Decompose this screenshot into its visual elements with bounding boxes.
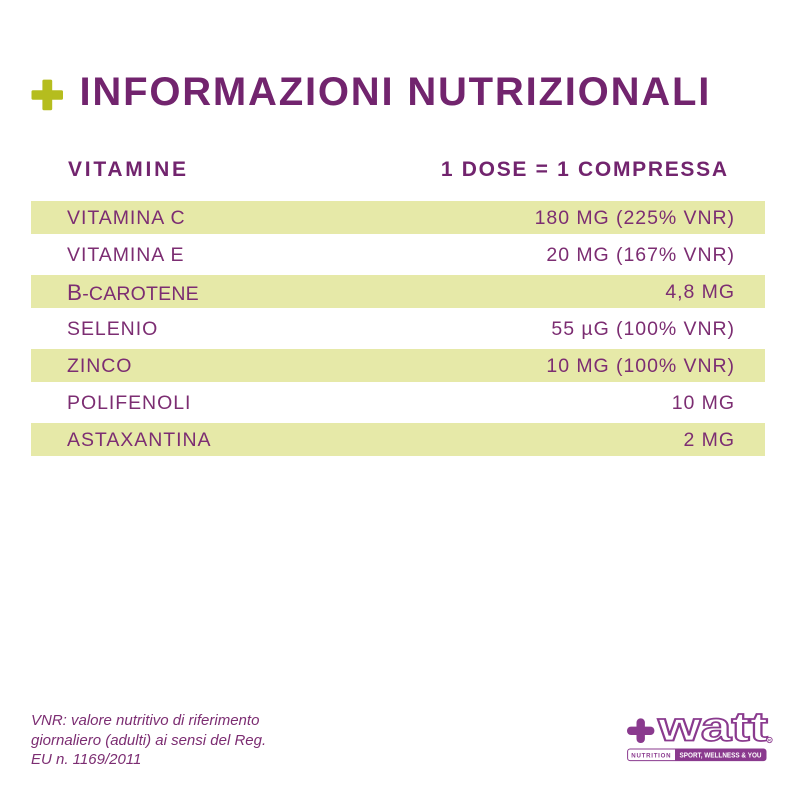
svg-text:R: R	[768, 739, 771, 743]
svg-text:NUTRITION: NUTRITION	[631, 752, 671, 759]
svg-text:SPORT, WELLNESS & YOU: SPORT, WELLNESS & YOU	[680, 751, 762, 760]
svg-text:watt: watt	[657, 704, 769, 750]
